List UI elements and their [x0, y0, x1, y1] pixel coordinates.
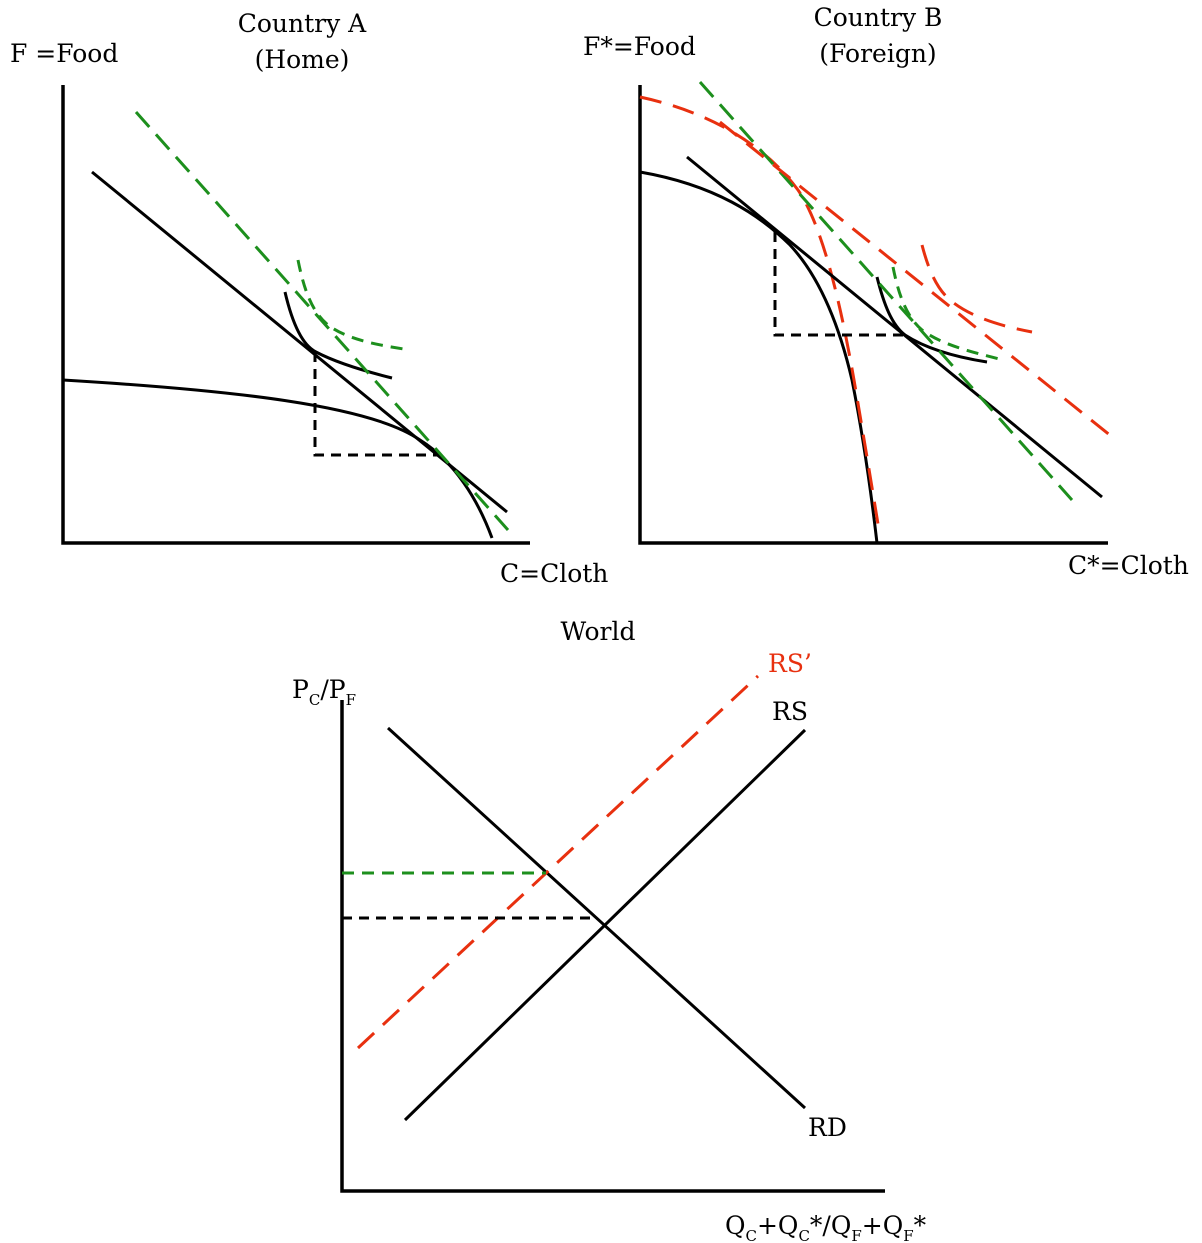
panel-world: World PC/PF QC+QC*/QF+QF* RS’ RS RD [292, 617, 927, 1243]
world-axes [340, 700, 885, 1193]
world-rd-label: RD [808, 1113, 847, 1142]
world-title: World [561, 617, 636, 646]
world-x-label: QC+QC*/QF+QF* [725, 1211, 927, 1243]
panel-a-axes [61, 85, 530, 545]
panel-b-y-label: F*=Food [583, 32, 696, 61]
world-y-label: PC/PF [292, 675, 356, 709]
panel-a-y-label: F =Food [10, 39, 118, 68]
panel-b-red-price-line [719, 120, 1117, 442]
panel-b-x-label: C*=Cloth [1068, 551, 1189, 580]
panel-a-new-indifference-curve [296, 259, 411, 352]
panel-country-b: Country B (Foreign) F*=Food C*=Cloth [583, 3, 1189, 580]
panel-b-price-line [686, 155, 1103, 499]
panel-b-title-line2: (Foreign) [819, 39, 936, 68]
world-rs-label: RS [772, 697, 808, 726]
panel-b-new-indifference-curve [891, 266, 1004, 362]
world-rd-curve [386, 726, 807, 1110]
panel-a-title-line2: (Home) [255, 45, 350, 74]
panel-country-a: Country A (Home) F =Food C=Cloth [10, 9, 608, 588]
panel-b-ppf [639, 170, 879, 544]
panel-a-ppf [62, 378, 494, 539]
panel-b-indifference-curve [875, 276, 988, 364]
panel-b-new-price-line [698, 81, 1074, 501]
world-rs-prime-label: RS’ [768, 649, 812, 678]
panel-a-trade-triangle [313, 352, 438, 457]
panel-b-new-ppf [639, 95, 881, 531]
panel-b-axes [638, 85, 1108, 545]
world-rs-prime-curve [356, 674, 760, 1050]
panel-b-trade-triangle [773, 232, 905, 337]
panel-a-x-label: C=Cloth [500, 559, 608, 588]
panel-b-red-indifference-curve [920, 244, 1033, 334]
panel-a-indifference-curve [283, 291, 393, 380]
panel-b-title-line1: Country B [814, 3, 943, 32]
panel-a-title-line1: Country A [238, 9, 367, 38]
